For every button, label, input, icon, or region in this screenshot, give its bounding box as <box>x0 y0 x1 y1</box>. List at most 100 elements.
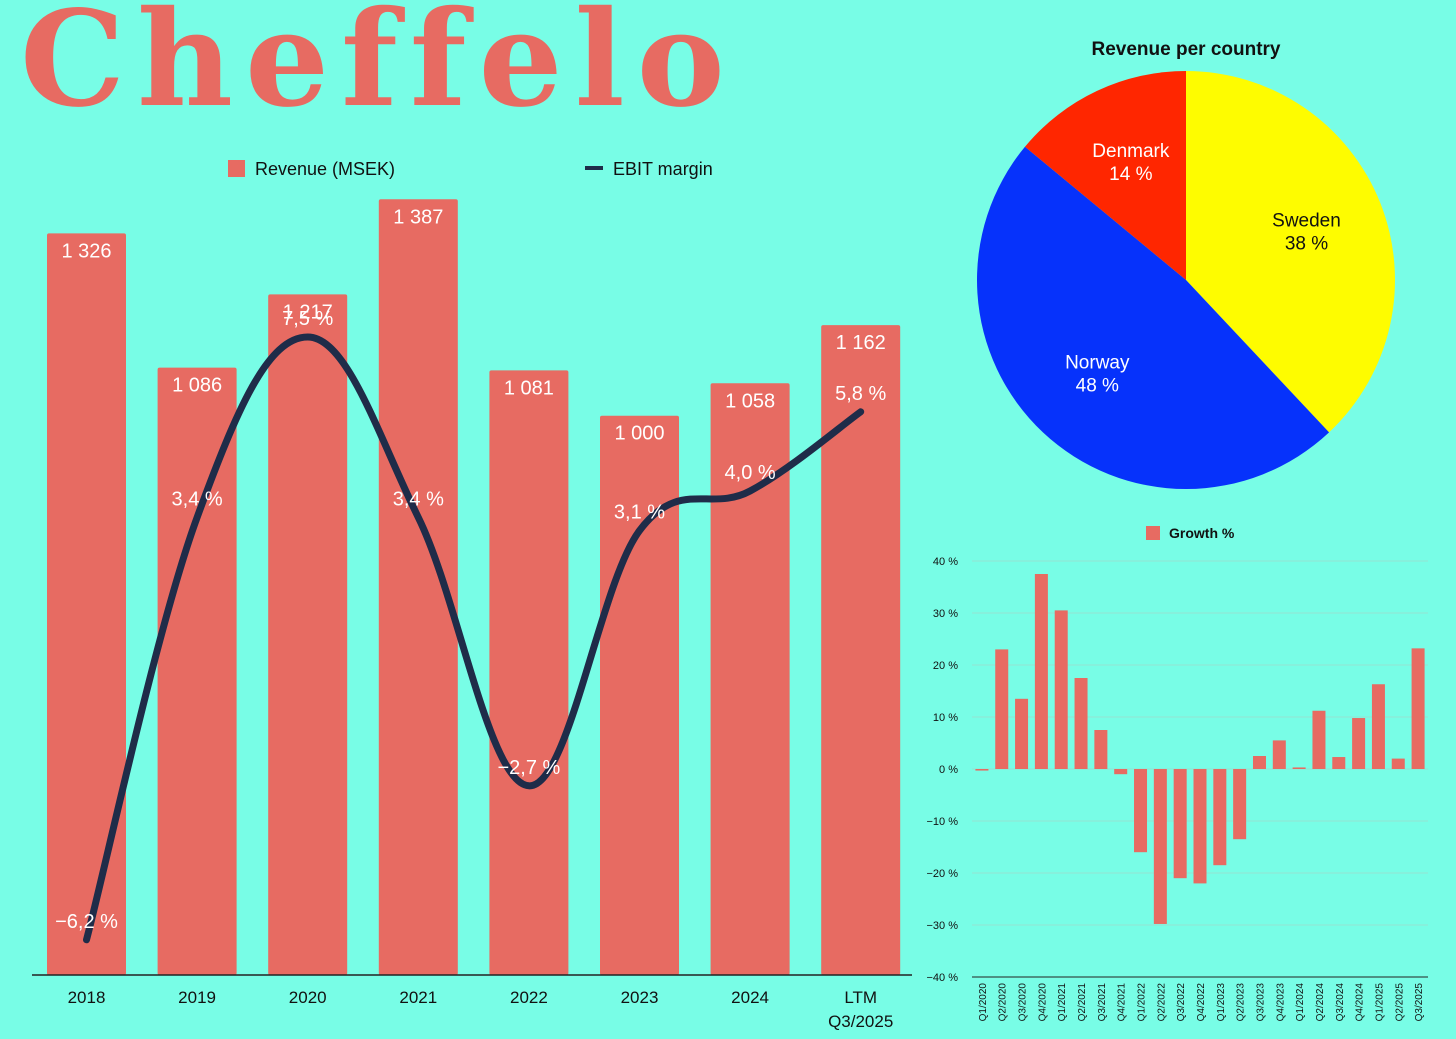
growth-bar <box>1193 769 1207 884</box>
growth-x-tick-label: Q3/2020 <box>1018 983 1029 1022</box>
ebit-data-label: 7,5 % <box>282 308 333 330</box>
pie-label-name: Norway <box>1065 352 1130 373</box>
growth-x-tick-label: Q1/2025 <box>1374 983 1385 1022</box>
growth-y-tick-label: 20 % <box>933 660 958 672</box>
growth-x-tick-label: Q2/2020 <box>998 983 1009 1022</box>
x-tick-label: 2019 <box>178 988 216 1007</box>
growth-y-tick-label: −10 % <box>927 816 959 828</box>
growth-x-tick-label: Q2/2021 <box>1077 983 1088 1022</box>
growth-bar <box>1094 730 1108 769</box>
growth-x-tick-label: Q3/2022 <box>1176 983 1187 1022</box>
growth-y-tick-label: 30 % <box>933 608 958 620</box>
growth-bar <box>995 649 1009 769</box>
pie-slice-denmark <box>1024 71 1186 280</box>
growth-bar <box>1134 769 1148 853</box>
growth-bar <box>1015 698 1029 769</box>
pie-title: Revenue per country <box>1092 39 1281 60</box>
revenue-data-label: 1 058 <box>725 390 775 412</box>
growth-y-tick-label: 40 % <box>933 556 958 568</box>
growth-bar <box>975 769 989 771</box>
growth-x-tick-label: Q2/2022 <box>1156 983 1167 1022</box>
growth-bar <box>1034 574 1048 769</box>
growth-bar <box>1352 718 1366 769</box>
growth-x-tick-label: Q2/2025 <box>1394 983 1405 1022</box>
x-tick-label: 2022 <box>510 988 548 1007</box>
revenue-data-label: 1 326 <box>61 240 111 262</box>
growth-x-tick-label: Q3/2023 <box>1255 983 1266 1022</box>
growth-bar <box>1173 769 1187 879</box>
legend-label-ebit: EBIT margin <box>613 159 713 179</box>
cheffelo-logo: Cheffelo <box>20 0 737 137</box>
growth-x-tick-label: Q3/2025 <box>1414 983 1425 1022</box>
ebit-data-label: −6,2 % <box>55 911 118 933</box>
growth-x-tick-label: Q2/2024 <box>1315 983 1326 1022</box>
growth-x-tick-label: Q1/2022 <box>1137 983 1148 1022</box>
x-tick-label: 2020 <box>289 988 327 1007</box>
growth-bar <box>1292 767 1306 769</box>
pie-slice-norway <box>977 146 1330 489</box>
x-tick-label: 2024 <box>731 988 769 1007</box>
growth-bar <box>1074 678 1088 769</box>
revenue-data-label: 1 000 <box>614 423 664 445</box>
revenue-bar <box>47 233 126 976</box>
pie-slice-sweden <box>1186 71 1395 433</box>
growth-x-tick-label: Q3/2024 <box>1335 983 1346 1022</box>
revenue-data-label: 1 086 <box>172 375 222 397</box>
ebit-margin-line <box>83 333 865 944</box>
revenue-bar <box>821 325 901 976</box>
growth-bar <box>1054 610 1068 769</box>
x-tick-label: LTM <box>844 988 877 1007</box>
growth-x-tick-label: Q2/2023 <box>1236 983 1247 1022</box>
ebit-data-label: 3,4 % <box>393 488 444 510</box>
pie-label-value: 38 % <box>1285 233 1328 254</box>
growth-bar <box>1213 769 1227 866</box>
growth-bar <box>1371 684 1385 769</box>
growth-x-tick-label: Q1/2024 <box>1295 983 1306 1022</box>
ebit-data-label: 3,1 % <box>614 502 665 524</box>
legend-swatch-growth <box>1146 526 1160 540</box>
growth-bar <box>1312 710 1326 769</box>
growth-x-tick-label: Q4/2021 <box>1117 983 1128 1022</box>
revenue-bar <box>157 367 237 975</box>
growth-x-tick-label: Q1/2023 <box>1216 983 1227 1022</box>
pie-label-value: 14 % <box>1109 164 1152 185</box>
growth-y-tick-label: −20 % <box>927 868 959 880</box>
x-tick-label: 2021 <box>399 988 437 1007</box>
revenue-bar <box>268 294 348 975</box>
growth-y-tick-label: 0 % <box>939 764 958 776</box>
growth-bar <box>1153 769 1167 924</box>
growth-bar <box>1391 758 1405 769</box>
revenue-bar <box>378 199 458 975</box>
growth-x-tick-label: Q4/2020 <box>1037 983 1048 1022</box>
revenue-data-label: 1 387 <box>393 206 443 228</box>
legend-swatch-revenue <box>228 160 245 177</box>
growth-y-tick-label: 10 % <box>933 712 958 724</box>
x-tick-label: 2023 <box>621 988 659 1007</box>
growth-x-tick-label: Q1/2020 <box>978 983 989 1022</box>
growth-x-tick-label: Q1/2021 <box>1057 983 1068 1022</box>
growth-y-tick-label: −30 % <box>927 920 959 932</box>
x-tick-label: 2018 <box>68 988 106 1007</box>
growth-x-tick-label: Q3/2021 <box>1097 983 1108 1022</box>
revenue-data-label: 1 081 <box>504 377 554 399</box>
growth-bar <box>1233 769 1247 840</box>
pie-label-name: Sweden <box>1272 210 1341 231</box>
revenue-bar <box>489 370 569 975</box>
ebit-data-label: −2,7 % <box>497 757 560 779</box>
growth-bar <box>1272 740 1286 769</box>
ebit-data-label: 3,4 % <box>172 488 223 510</box>
legend-label-growth: Growth % <box>1169 525 1235 541</box>
growth-x-tick-label: Q4/2022 <box>1196 983 1207 1022</box>
pie-label-value: 48 % <box>1076 375 1119 396</box>
revenue-data-label: 1 217 <box>283 301 333 323</box>
growth-bar <box>1252 756 1266 769</box>
ebit-data-label: 5,8 % <box>835 383 886 405</box>
revenue-bar <box>600 415 679 975</box>
revenue-data-label: 1 162 <box>836 332 886 354</box>
legend-label-revenue: Revenue (MSEK) <box>255 159 395 179</box>
growth-x-tick-label: Q4/2024 <box>1355 983 1366 1022</box>
growth-bar <box>1114 769 1128 775</box>
growth-bar <box>1332 757 1346 769</box>
growth-y-tick-label: −40 % <box>927 972 959 984</box>
